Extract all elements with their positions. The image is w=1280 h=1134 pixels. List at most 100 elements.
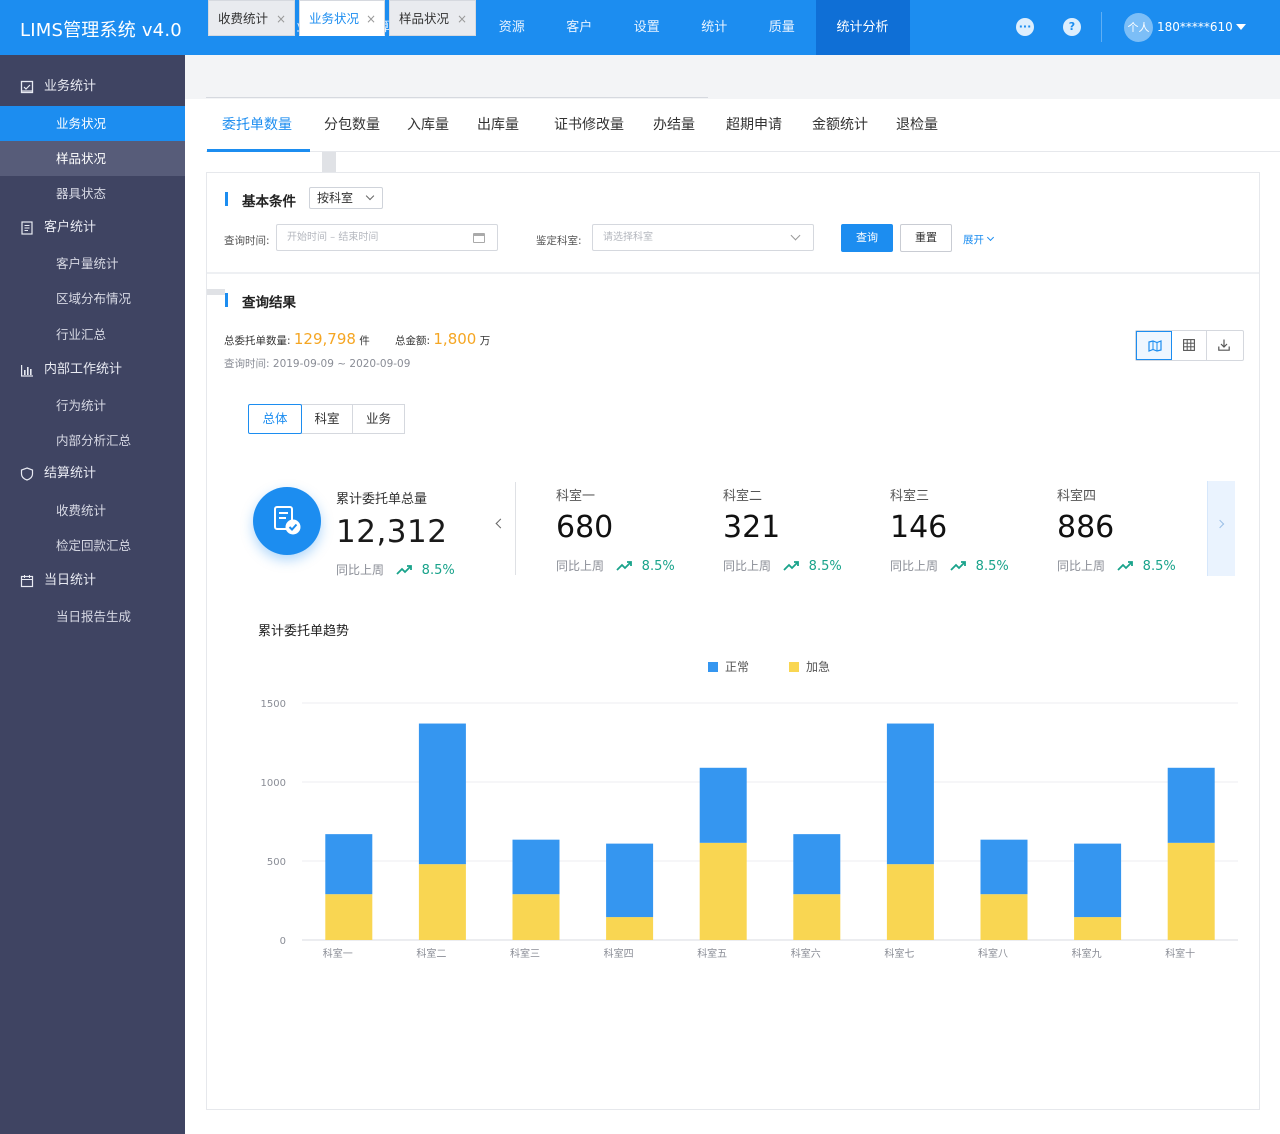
map-view-button[interactable] <box>1136 331 1172 360</box>
tab-fee-stats[interactable]: 收费统计 × <box>208 0 295 36</box>
legend-item-normal[interactable]: 正常 <box>708 658 749 675</box>
trend-up-icon <box>783 561 799 571</box>
tab-label: 业务状况 <box>309 11 360 26</box>
download-button[interactable] <box>1207 331 1243 360</box>
nav-item-resources[interactable]: 资源 <box>498 20 525 35</box>
close-icon[interactable]: × <box>275 12 286 26</box>
bar-segment <box>699 842 747 940</box>
caret-down-icon[interactable] <box>1236 24 1246 30</box>
close-icon[interactable]: × <box>365 12 376 26</box>
help-icon[interactable]: ? <box>1063 18 1081 36</box>
sidebar-item-daily-report[interactable]: 当日报告生成 <box>56 609 132 624</box>
total-orders-stat: 总委托单数量: 129,798 件 <box>224 330 370 348</box>
dept-card-name: 科室一 <box>556 489 596 504</box>
sidebar-item-payment-summary[interactable]: 检定回款汇总 <box>56 538 132 553</box>
total-orders-title: 累计委托单总量 <box>336 492 428 507</box>
sidebar-group-customer-stats[interactable]: 客户统计 <box>0 211 185 245</box>
date-range-input[interactable]: 开始时间 – 结束时间 <box>276 224 498 251</box>
trend-up-icon <box>616 561 632 571</box>
sidebar-item-industry-summary[interactable]: 行业汇总 <box>56 327 107 342</box>
tab-business-status[interactable]: 业务状况 × <box>299 0 385 36</box>
subnav-returned[interactable]: 退检量 <box>896 117 938 133</box>
subnav-subcontract-count[interactable]: 分包数量 <box>324 117 380 133</box>
sidebar-item-region-distribution[interactable]: 区域分布情况 <box>56 291 132 306</box>
subnav-order-count[interactable]: 委托单数量 <box>222 117 292 133</box>
segment-overall[interactable]: 总体 <box>248 404 302 434</box>
sidebar-item-business-status[interactable]: 业务状况 <box>0 106 185 141</box>
trend-up-icon <box>950 561 966 571</box>
sidebar-group-internal-stats[interactable]: 内部工作统计 <box>0 353 185 387</box>
segment-department[interactable]: 科室 <box>301 404 353 434</box>
yoy-value: 8.5% <box>975 559 1009 574</box>
subnav-cert-changes[interactable]: 证书修改量 <box>554 117 624 133</box>
bar-segment <box>886 864 934 940</box>
subnav-completed[interactable]: 办结量 <box>653 117 695 133</box>
sidebar-item-instrument-status[interactable]: 器具状态 <box>56 186 107 201</box>
bar-segment <box>512 894 560 940</box>
total-yoy: 同比上周 8.5% <box>336 561 455 578</box>
x-tick-label: 科室七 <box>884 947 914 960</box>
user-area: ··· ? 个人 180*****610 <box>1010 0 1280 55</box>
report-icon <box>20 80 34 94</box>
sidebar-item-internal-analysis[interactable]: 内部分析汇总 <box>56 433 132 448</box>
legend-item-urgent[interactable]: 加急 <box>789 658 830 675</box>
table-view-button[interactable] <box>1172 331 1208 360</box>
subnav-amount-stats[interactable]: 金额统计 <box>812 117 868 133</box>
dept-select[interactable]: 请选择科室 <box>592 224 814 251</box>
nav-item-quality[interactable]: 质量 <box>768 20 795 35</box>
subnav-inbound[interactable]: 入库量 <box>407 117 449 133</box>
view-toggle <box>1135 330 1244 361</box>
sidebar-group-daily-stats[interactable]: 当日统计 <box>0 564 185 598</box>
dept-card-name: 科室三 <box>890 489 930 504</box>
bar-segment <box>1074 917 1122 940</box>
bar-segment <box>793 894 841 940</box>
download-icon <box>1218 339 1231 351</box>
sidebar-group-business-stats[interactable]: 业务统计 <box>0 70 185 104</box>
expand-link[interactable]: 展开 <box>963 232 995 247</box>
legend-swatch <box>789 662 799 672</box>
next-page-button[interactable] <box>1207 481 1235 576</box>
segment-business[interactable]: 业务 <box>352 404 405 434</box>
reset-button[interactable]: 重置 <box>900 224 952 252</box>
nav-item-stat-analysis[interactable]: 统计分析 <box>815 0 910 55</box>
bar-segment <box>1167 842 1215 940</box>
divider <box>1101 12 1102 42</box>
chevron-down-icon <box>365 191 375 201</box>
query-button[interactable]: 查询 <box>841 224 893 252</box>
shield-icon <box>20 467 34 481</box>
tab-sample-status[interactable]: 样品状况 × <box>389 0 476 36</box>
sidebar-group-label: 客户统计 <box>44 220 97 235</box>
sidebar-item-sample-status[interactable]: 样品状况 <box>0 141 185 176</box>
subnav-outbound[interactable]: 出库量 <box>477 117 519 133</box>
yoy-label: 同比上周 <box>1057 559 1106 573</box>
bar-segment <box>1167 767 1215 843</box>
sidebar-item-behavior-stats[interactable]: 行为统计 <box>56 398 107 413</box>
expand-link-label: 展开 <box>963 234 984 246</box>
tabs-baseline <box>206 97 708 98</box>
dept-card-value: 146 <box>890 510 948 545</box>
yoy-value: 8.5% <box>641 559 675 574</box>
message-icon[interactable]: ··· <box>1016 18 1034 36</box>
trend-up-icon <box>396 565 412 575</box>
nav-item-statistics[interactable]: 统计 <box>701 20 728 35</box>
dept-card-yoy: 同比上周 8.5% <box>1057 557 1176 574</box>
username[interactable]: 180*****610 <box>1157 20 1233 34</box>
dept-card-value: 321 <box>723 510 781 545</box>
nav-item-settings[interactable]: 设置 <box>633 20 660 35</box>
sidebar-group-label: 当日统计 <box>44 573 97 588</box>
query-time-value: 2019-09-09 ~ 2020-09-09 <box>272 358 411 370</box>
mode-select[interactable]: 按科室 <box>309 187 383 209</box>
yoy-value: 8.5% <box>808 559 842 574</box>
sidebar-item-fee-stats[interactable]: 收费统计 <box>56 503 107 518</box>
calendar-icon <box>20 575 34 588</box>
nav-item-customers[interactable]: 客户 <box>566 20 593 35</box>
sub-nav: 委托单数量 分包数量 入库量 出库量 证书修改量 办结量 超期申请 金额统计 退… <box>206 109 1280 152</box>
sidebar-item-customer-volume[interactable]: 客户量统计 <box>56 256 119 271</box>
bar-segment <box>418 723 466 865</box>
x-tick-label: 科室四 <box>604 947 634 960</box>
subnav-overdue[interactable]: 超期申请 <box>726 117 782 133</box>
close-icon[interactable]: × <box>456 12 467 26</box>
chevron-down-icon <box>986 233 995 242</box>
avatar[interactable]: 个人 <box>1124 13 1153 42</box>
sidebar-group-settlement-stats[interactable]: 结算统计 <box>0 457 185 491</box>
